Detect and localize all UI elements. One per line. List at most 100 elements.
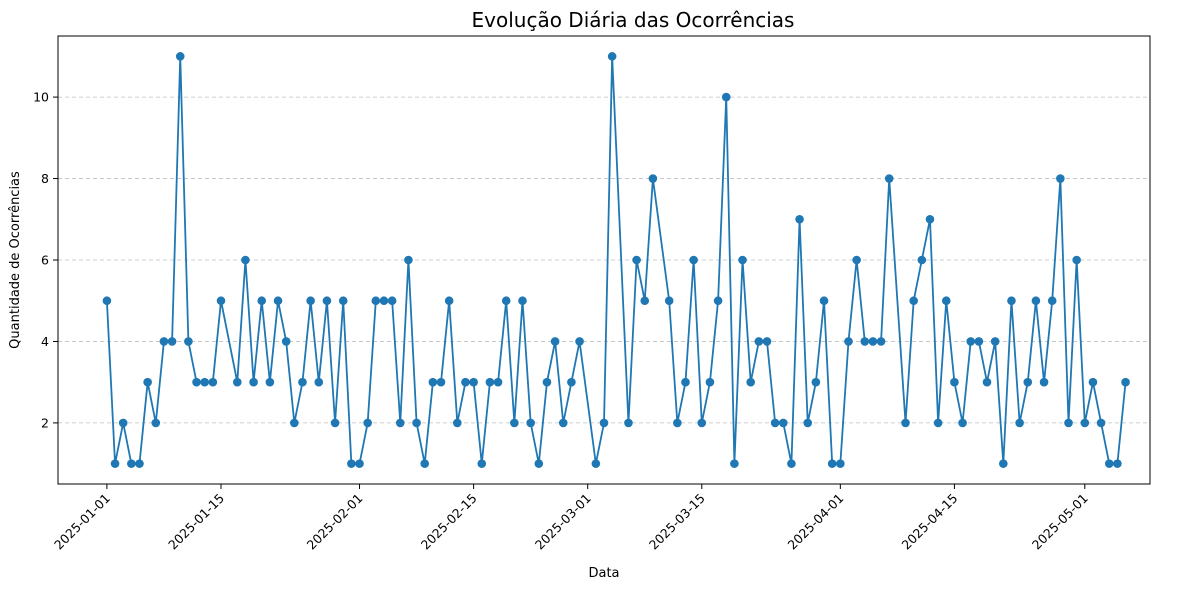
data-point: [591, 459, 601, 468]
data-point: [738, 255, 747, 265]
data-point: [868, 337, 878, 346]
data-point: [363, 418, 372, 428]
data-point: [444, 296, 454, 306]
data-point: [803, 418, 813, 428]
data-point: [1047, 296, 1057, 306]
data-point: [1080, 418, 1090, 428]
data-point: [681, 377, 690, 387]
data-point: [966, 337, 976, 346]
data-point: [1121, 377, 1130, 387]
y-axis-title: Quantidade de Ocorrências: [8, 171, 23, 349]
data-point: [518, 296, 527, 306]
data-point: [175, 52, 185, 61]
data-point: [713, 296, 723, 306]
data-point: [412, 418, 421, 428]
data-point: [281, 337, 291, 346]
data-point: [599, 418, 609, 428]
data-point: [697, 418, 707, 428]
data-point: [575, 337, 584, 346]
data-point: [200, 377, 209, 387]
data-point: [1007, 296, 1016, 306]
x-tick-label: 2025-03-01: [532, 491, 594, 553]
data-point: [901, 418, 910, 428]
data-point: [844, 337, 853, 346]
series-line-path: [106, 55, 1127, 465]
y-tick-label: 8: [41, 171, 49, 186]
data-point: [909, 296, 918, 306]
data-point: [290, 418, 299, 428]
data-point: [640, 296, 650, 306]
data-point: [819, 296, 829, 306]
data-point: [387, 296, 397, 306]
data-point: [534, 459, 544, 468]
data-point: [257, 296, 267, 306]
data-point: [941, 296, 951, 306]
data-point: [249, 377, 258, 387]
data-point: [607, 52, 617, 61]
data-point: [1113, 459, 1122, 468]
data-point: [330, 418, 340, 428]
data-point: [395, 418, 405, 428]
data-point: [322, 296, 332, 306]
data-point: [428, 377, 438, 387]
data-point: [876, 337, 886, 346]
x-tick-label: 2025-01-15: [165, 491, 227, 553]
data-point: [787, 459, 796, 468]
data-point: [827, 459, 837, 468]
y-axis: 2 4 6 8 10: [33, 90, 58, 430]
data-point: [542, 377, 552, 387]
data-point: [510, 418, 519, 428]
data-point: [664, 296, 674, 306]
chart-title: Evolução Diária das Ocorrências: [472, 8, 795, 32]
y-tick-label: 10: [33, 90, 49, 105]
x-tick-label: 2025-04-01: [784, 491, 846, 553]
data-point: [241, 255, 250, 265]
data-point: [933, 418, 943, 428]
data-point: [632, 255, 641, 265]
data-point: [192, 377, 201, 387]
data-point: [232, 377, 242, 387]
series-line: [102, 52, 1130, 468]
y-tick-label: 4: [41, 334, 49, 349]
data-point: [721, 92, 731, 102]
data-point: [265, 377, 275, 387]
data-point: [648, 174, 658, 183]
data-point: [852, 255, 861, 265]
data-point: [778, 418, 788, 428]
x-tick-label: 2025-01-01: [51, 491, 113, 553]
data-point: [550, 337, 560, 346]
data-point: [1096, 418, 1106, 428]
data-point: [1088, 377, 1098, 387]
data-point: [1072, 255, 1081, 265]
data-point: [958, 418, 967, 428]
data-point: [469, 377, 478, 387]
data-point: [754, 337, 764, 346]
data-point: [795, 214, 804, 224]
data-point: [836, 459, 845, 468]
data-point: [314, 377, 324, 387]
x-tick-label: 2025-02-01: [304, 491, 366, 553]
data-point: [338, 296, 348, 306]
data-point: [159, 337, 169, 346]
data-point: [762, 337, 772, 346]
data-point: [347, 459, 356, 468]
y-tick-label: 2: [41, 415, 49, 430]
data-point: [298, 377, 307, 387]
data-point: [1064, 418, 1073, 428]
data-point: [1023, 377, 1033, 387]
data-point: [917, 255, 927, 265]
data-point: [673, 418, 682, 428]
y-tick-label: 6: [41, 253, 49, 268]
data-point: [184, 337, 193, 346]
data-point: [526, 418, 535, 428]
data-point: [999, 459, 1008, 468]
data-point: [135, 459, 144, 468]
data-point: [355, 459, 364, 468]
data-point: [567, 377, 576, 387]
data-point: [453, 418, 462, 428]
data-point: [151, 418, 161, 428]
data-point: [477, 459, 487, 468]
data-point: [167, 337, 177, 346]
data-point: [208, 377, 218, 387]
data-point: [746, 377, 755, 387]
